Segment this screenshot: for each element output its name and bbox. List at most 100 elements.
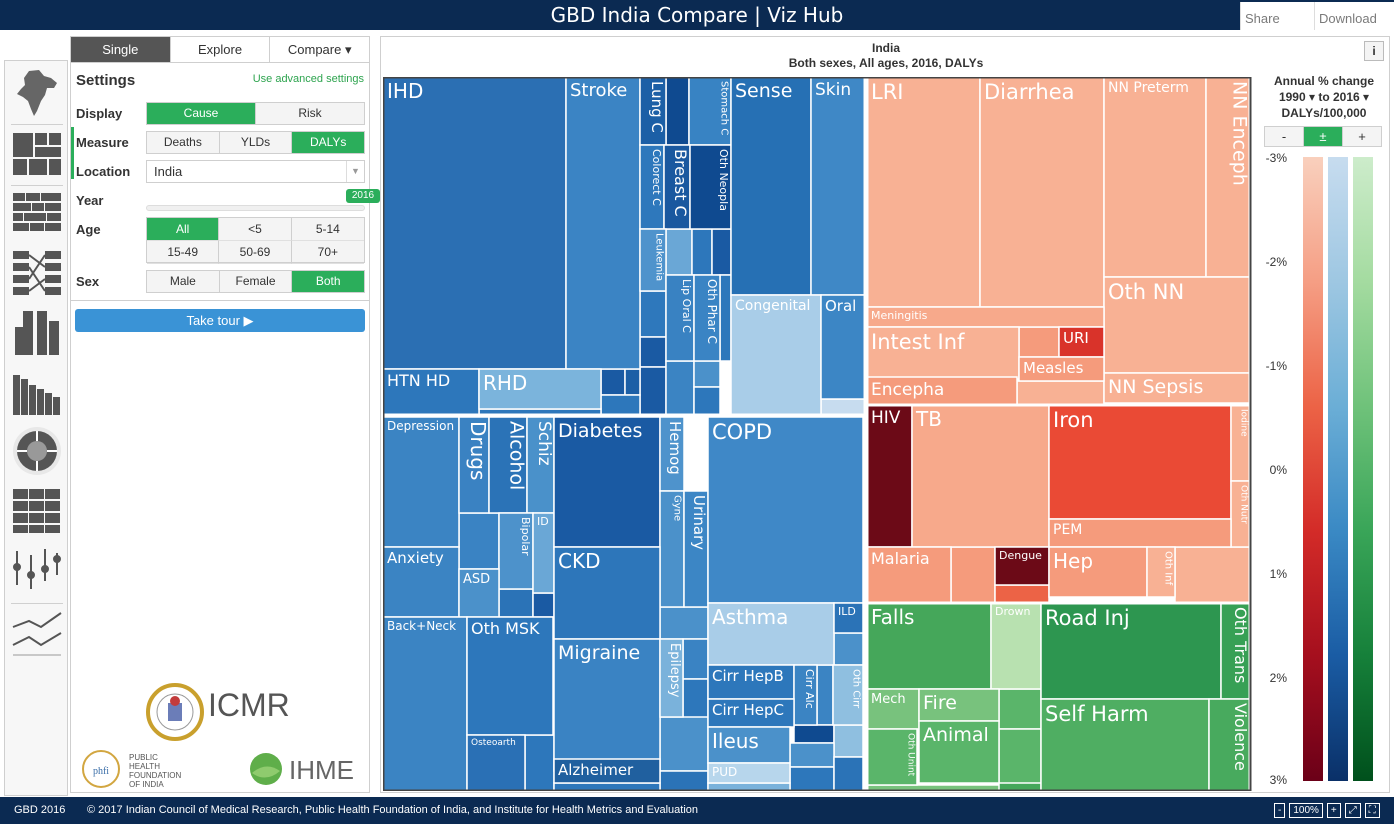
treemap-cell-gyne[interactable] [659,490,685,608]
treemap-cell-minor[interactable] [816,664,834,726]
treemap-cell-lip-oral-c[interactable] [665,274,695,362]
treemap-cell-colorect-c[interactable] [639,144,665,230]
age-option-50-69[interactable]: 50-69 [219,241,292,264]
year-slider[interactable] [146,205,365,211]
share-button[interactable]: Share [1240,2,1314,30]
bar-stack-icon[interactable] [11,307,63,359]
treemap-cell-minor[interactable] [639,366,667,416]
legend-plus-option[interactable]: + [1343,127,1381,146]
treemap-cell-minor[interactable] [1018,326,1060,358]
zoom-in-button[interactable]: + [1326,803,1341,818]
fullscreen-icon[interactable]: ⛶ [1364,803,1380,818]
take-tour-button[interactable]: Take tour ▶ [75,309,365,332]
treemap-cell-minor[interactable] [682,678,709,720]
treemap-cell-minor[interactable] [659,606,709,640]
treemap-cell-minor[interactable] [524,734,555,791]
treemap-cell-oth-inf[interactable] [1146,546,1176,598]
treemap-cell-minor[interactable] [998,688,1042,730]
treemap-cell-fire[interactable] [918,688,1000,722]
india-map-icon[interactable] [11,67,63,119]
heatmap-icon[interactable] [11,485,63,537]
treemap-cell-alcohol[interactable] [488,416,528,514]
advanced-settings-link[interactable]: Use advanced settings [252,73,364,85]
treemap-cell-minor[interactable] [793,724,835,744]
treemap-cell-minor[interactable] [659,716,709,772]
legend-plusminus-option[interactable]: ± [1304,127,1343,146]
treemap-cell-diabetes[interactable] [553,416,661,548]
treemap-cell-minor[interactable] [1016,380,1105,406]
treemap-cell-encepha[interactable] [866,376,1018,406]
treemap-cell-ileus[interactable] [707,726,791,764]
treemap-cell-violence[interactable] [1208,698,1251,791]
location-select[interactable]: India ▼ [146,160,365,183]
treemap-cell-copd[interactable] [707,416,864,604]
treemap-cell-malaria[interactable] [866,546,952,604]
measure-option-dalys[interactable]: DALYs [292,132,365,153]
sex-option-both[interactable]: Both [292,271,365,292]
tab-single[interactable]: Single [71,37,171,62]
treemap-cell-minor[interactable] [998,728,1042,786]
age-option-5-14[interactable]: 5-14 [291,218,364,241]
treemap-cell-minor[interactable] [693,360,721,388]
treemap-cell-ckd[interactable] [553,546,661,640]
treemap-cell-cirr-alc[interactable] [793,664,818,726]
download-button[interactable]: Download [1314,2,1394,30]
sex-option-male[interactable]: Male [147,271,220,292]
stacked-column-icon[interactable] [11,367,63,419]
measure-option-deaths[interactable]: Deaths [147,132,220,153]
age-option-70plus[interactable]: 70+ [291,241,364,264]
treemap-cell-skin[interactable] [810,77,866,296]
treemap-cell-minor[interactable] [711,228,732,276]
treemap-cell-ihd[interactable] [383,77,567,370]
treemap-cell-minor[interactable] [624,368,641,396]
treemap-cell-oth-neopla[interactable] [689,144,732,230]
treemap-cell-asd[interactable] [458,568,500,618]
arrow-diagram-icon[interactable] [11,247,63,299]
treemap-cell-minor[interactable] [498,588,534,618]
treemap-cell-minor[interactable] [833,756,864,791]
treemap-cell-lri[interactable] [866,77,981,308]
tab-compare[interactable]: Compare ▾ [287,42,352,57]
treemap-cell-animal[interactable] [918,720,1000,784]
age-option-all[interactable]: All [147,218,220,241]
treemap-cell-minor[interactable] [639,290,667,338]
zoom-out-button[interactable]: - [1274,803,1286,818]
legend-year-range[interactable]: 1990 ▾ to 2016 ▾ [1278,90,1370,104]
treemap-cell-cirr-hepc[interactable] [707,698,795,728]
display-option-cause[interactable]: Cause [147,103,256,124]
treemap-cell-urinary[interactable] [683,490,709,608]
treemap-cell-minor[interactable] [1174,546,1251,604]
treemap-cell-oth-msk[interactable] [466,616,554,736]
treemap-cell-oth-cirr[interactable] [832,664,864,726]
treemap-cell-minor[interactable] [665,228,693,276]
treemap-cell-nn-preterm[interactable] [1103,77,1207,278]
treemap-cell-pud[interactable] [707,762,791,784]
fit-icon[interactable]: ⤢ [1344,803,1361,818]
treemap-cell-minor[interactable] [600,368,626,396]
age-option-under5[interactable]: <5 [219,218,292,241]
legend-minus-option[interactable]: - [1265,127,1304,146]
treemap-cell-minor[interactable] [789,742,835,768]
treemap-cell-intest-inf[interactable] [866,326,1020,380]
treemap-cell-minor[interactable] [789,766,835,791]
treemap-cell-minor[interactable] [659,770,709,791]
treemap-cell-minor[interactable] [532,592,555,618]
treemap-cell-stroke[interactable] [565,77,641,370]
treemap-cell-oth-phar-c[interactable] [693,274,721,362]
stacked-bar-icon[interactable] [11,189,63,241]
treemap-cell-minor[interactable] [994,584,1050,604]
treemap-cell-depression[interactable] [383,416,460,548]
treemap-cell-minor[interactable] [682,638,709,680]
treemap-cell-road-inj[interactable] [1040,602,1222,700]
display-option-risk[interactable]: Risk [298,106,322,120]
treemap-cell-sense[interactable] [730,77,812,296]
line-chart-icon[interactable] [11,607,63,659]
treemap-cell-minor[interactable] [833,632,864,666]
treemap-cell-minor[interactable] [693,386,721,416]
age-option-15-49[interactable]: 15-49 [147,241,220,264]
measure-option-ylds[interactable]: YLDs [220,132,293,153]
sex-option-female[interactable]: Female [220,271,293,292]
treemap-cell-minor[interactable] [665,77,690,146]
sunburst-icon[interactable] [11,425,63,477]
info-button[interactable]: i [1364,41,1384,61]
